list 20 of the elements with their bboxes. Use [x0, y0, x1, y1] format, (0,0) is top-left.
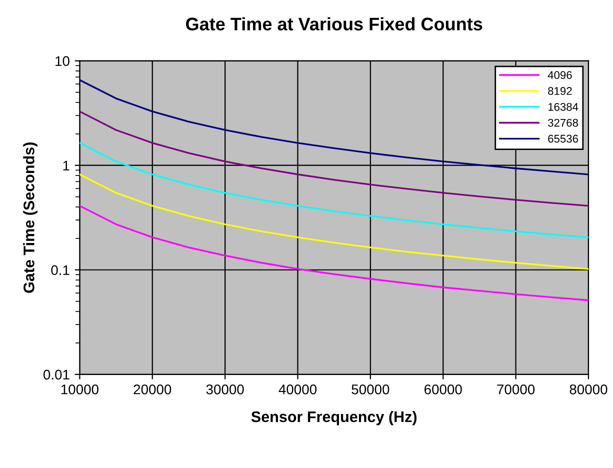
legend-label: 8192: [548, 87, 572, 95]
legend-label: 16384: [548, 102, 578, 111]
legend-label: 65536: [548, 134, 578, 143]
y-tick-label: 1: [63, 160, 70, 170]
x-tick-label: 60000: [424, 384, 462, 394]
y-tick-label: 10: [56, 56, 70, 66]
chart-title: Gate Time at Various Fixed Counts: [186, 17, 482, 30]
legend-label: 4096: [548, 71, 572, 79]
x-axis-title: Sensor Frequency (Hz): [251, 410, 417, 426]
y-tick-label: 0.01: [43, 370, 70, 380]
x-tick-label: 10000: [61, 384, 98, 394]
x-tick-label: 20000: [134, 384, 172, 394]
x-tick-label: 80000: [570, 384, 608, 394]
x-tick-label: 30000: [206, 384, 244, 394]
y-tick-label: 0.1: [51, 265, 70, 276]
y-axis-title: Gate Time (Seconds): [23, 142, 38, 293]
x-tick-label: 50000: [352, 384, 390, 394]
x-tick-label: 40000: [278, 384, 317, 394]
x-tick-label: 70000: [497, 384, 535, 394]
legend-label: 32768: [548, 118, 578, 127]
